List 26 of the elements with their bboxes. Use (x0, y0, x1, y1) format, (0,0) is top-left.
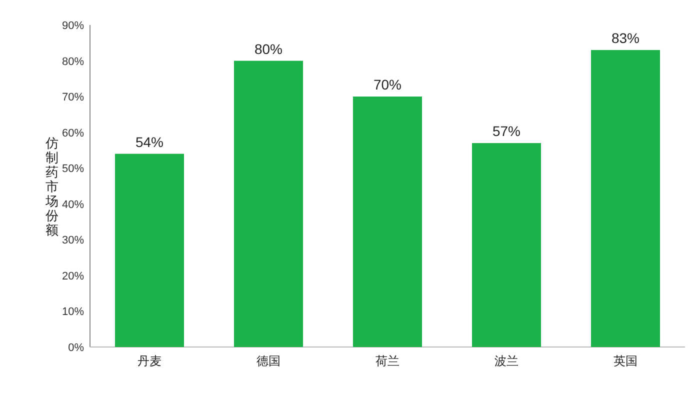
data-label: 80% (254, 40, 283, 57)
bar (590, 50, 660, 347)
y-axis-title: 仿制药市场份额 (44, 136, 58, 238)
bar (472, 143, 542, 347)
x-tick-label: 英国 (614, 354, 638, 368)
y-tick-label: 80% (62, 56, 84, 68)
y-tick-label: 30% (62, 234, 84, 247)
y-tick-label: 90% (62, 20, 84, 32)
data-label: 70% (373, 76, 402, 93)
x-tick-label: 荷兰 (376, 354, 400, 368)
y-tick-label: 40% (62, 198, 84, 211)
x-tick-label: 丹麦 (138, 354, 162, 368)
data-label: 57% (492, 123, 521, 140)
y-tick-label: 0% (68, 342, 84, 354)
bar (234, 60, 304, 347)
data-label: 83% (611, 30, 640, 46)
bar (352, 96, 422, 347)
y-tick-label: 50% (62, 163, 84, 176)
bar (114, 154, 184, 347)
y-tick-label: 20% (62, 270, 84, 282)
y-tick-label: 10% (62, 306, 84, 318)
data-label: 54% (135, 134, 164, 150)
y-tick-label: 60% (62, 127, 84, 140)
x-tick-label: 波兰 (494, 354, 518, 368)
y-tick-label: 70% (62, 92, 84, 104)
x-tick-label: 德国 (256, 354, 280, 368)
